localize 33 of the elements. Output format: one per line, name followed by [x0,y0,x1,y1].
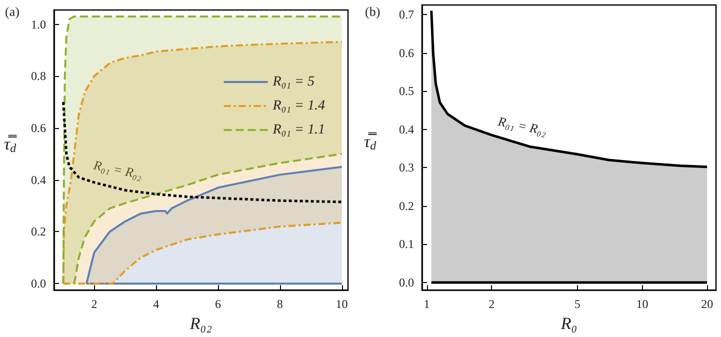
x-tick-label: 6 [215,297,222,312]
x-axis-title: R₀₂ [188,314,212,333]
x-tick-label: 10 [636,297,648,312]
y-tick-label: 0.2 [399,198,414,213]
y-tick-label: 0.2 [31,224,46,239]
annotation: R₀₁ = R₀₂ [91,157,144,182]
x-tick-label: 10 [336,297,348,312]
chart-title: (b) [365,4,380,19]
chart-title: (a) [5,4,20,19]
legend-label: R₀₁ = 1.1 [272,122,325,138]
x-tick-label: 2 [488,297,495,312]
x-tick-label: 8 [276,297,283,312]
x-tick-label: 5 [574,297,580,312]
y-tick-label: 0.4 [399,122,414,136]
y-tick-label: 0.5 [399,84,414,98]
y-tick-label: 0.6 [31,121,46,136]
y-tick-label: 0.7 [399,8,414,22]
x-axis-title: R₀ [560,314,578,333]
y-tick-label: 0.4 [31,172,46,187]
x-tick-label: 20 [701,297,714,312]
legend-label: R₀₁ = 1.4 [272,98,325,114]
y-tick-label: 1.0 [31,17,46,32]
x-tick-label: 2 [91,297,98,312]
y-tick-label: 0.1 [399,237,414,252]
y-tick-label: 0.3 [399,160,414,175]
y-tick-label: 0.0 [31,276,46,291]
y-tick-label: 0.0 [399,275,414,290]
x-tick-label: 1 [424,297,430,312]
y-tick-label: 0.6 [399,46,414,60]
y-tick-label: 0.8 [31,69,46,84]
annotation: R₀₁ = R₀₂ [496,113,549,138]
x-tick-label: 4 [153,297,160,312]
legend-label: R₀₁ = 5 [272,74,314,90]
